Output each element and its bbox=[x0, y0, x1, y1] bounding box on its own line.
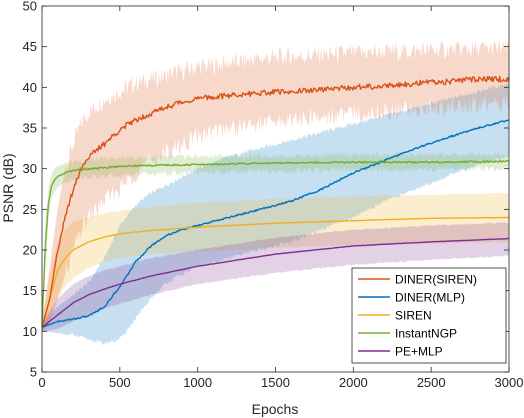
instantngp-line bbox=[41, 159, 510, 328]
legend-label-siren: SIREN bbox=[395, 309, 432, 323]
legend: DINER(SIREN) DINER(MLP) SIREN InstantNGP PE+… bbox=[351, 267, 507, 364]
y-tick-label: 30 bbox=[23, 161, 37, 176]
y-axis-title: PSNR (dB) bbox=[0, 153, 16, 222]
axes: 0 500 1000 1500 2000 2500 3000 5 10 15 20 25 30 35 40 4… bbox=[23, 0, 524, 390]
legend-label-pe-mlp: PE+MLP bbox=[395, 345, 443, 359]
legend-label-diner-siren: DINER(SIREN) bbox=[395, 273, 477, 287]
x-tick-label: 1500 bbox=[261, 375, 290, 390]
legend-label-diner-mlp: DINER(MLP) bbox=[395, 291, 465, 305]
siren-band bbox=[42, 192, 509, 332]
diner-mlp-band bbox=[42, 82, 509, 346]
y-tick-label: 20 bbox=[23, 243, 37, 258]
x-tick-label: 3000 bbox=[495, 375, 524, 390]
legend-label-instantngp: InstantNGP bbox=[395, 327, 457, 341]
diner-siren-band bbox=[42, 39, 509, 332]
y-tick-label: 50 bbox=[23, 0, 37, 14]
diner-mlp-line bbox=[41, 119, 510, 328]
confidence-bands bbox=[42, 39, 509, 346]
y-tick-label: 40 bbox=[23, 80, 37, 95]
series-lines bbox=[41, 75, 510, 328]
x-tick-label: 1000 bbox=[183, 375, 212, 390]
y-tick-label: 45 bbox=[23, 39, 37, 54]
pe-mlp-line bbox=[41, 237, 510, 328]
y-tick-label: 15 bbox=[23, 283, 37, 298]
pe-mlp-band bbox=[42, 222, 509, 332]
x-axis-title: Epochs bbox=[252, 401, 299, 417]
y-tick-label: 25 bbox=[23, 202, 37, 217]
x-tick-label: 0 bbox=[38, 375, 45, 390]
x-tick-label: 2500 bbox=[417, 375, 446, 390]
diner-siren-line bbox=[41, 75, 510, 328]
y-tick-label: 10 bbox=[23, 324, 37, 339]
x-tick-label: 500 bbox=[109, 375, 131, 390]
y-tick-label: 5 bbox=[30, 365, 37, 380]
y-tick-label: 35 bbox=[23, 121, 37, 136]
siren-line bbox=[41, 216, 510, 328]
x-tick-label: 2000 bbox=[339, 375, 368, 390]
instantngp-band bbox=[42, 151, 509, 332]
